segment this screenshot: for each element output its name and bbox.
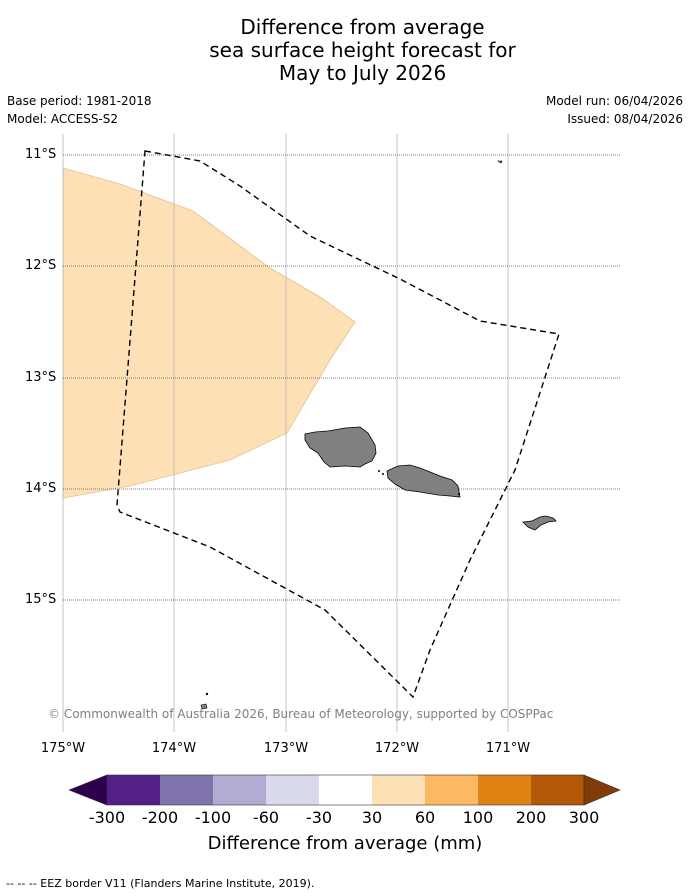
colorbar-tick-8: 100 bbox=[462, 808, 494, 827]
colorbar-bin-9 bbox=[531, 775, 584, 805]
colorbar-tick-3: -100 bbox=[194, 808, 232, 827]
colorbar-tick-2: -200 bbox=[141, 808, 179, 827]
lat-label-14s: 14°S bbox=[25, 481, 57, 496]
colorbar-bin-3 bbox=[213, 775, 266, 805]
colorbar-tick-1: -300 bbox=[88, 808, 126, 827]
colorbar-label: Difference from average (mm) bbox=[207, 833, 483, 854]
colorbar-tick-9: 200 bbox=[515, 808, 547, 827]
eez-border bbox=[116, 150, 560, 699]
islet-dot-2 bbox=[378, 470, 380, 472]
lat-label-13s: 13°S bbox=[25, 370, 57, 385]
colorbar-bin-8 bbox=[478, 775, 531, 805]
colorbar-tick-6: 30 bbox=[361, 808, 383, 827]
lat-label-11s: 11°S bbox=[25, 147, 57, 162]
upolu-island bbox=[386, 464, 461, 498]
lon-label-173w: 173°W bbox=[263, 741, 309, 756]
small-islet-north bbox=[497, 160, 503, 164]
savaii-island bbox=[304, 426, 377, 468]
colorbar-bin-1 bbox=[107, 775, 160, 805]
colorbar bbox=[68, 774, 621, 806]
lat-label-15s: 15°S bbox=[25, 592, 57, 607]
colorbar-extend-low bbox=[68, 774, 108, 806]
eez-legend-note: -- -- -- EEZ border V11 (Flanders Marine… bbox=[6, 877, 315, 890]
colorbar-tick-7: 60 bbox=[414, 808, 436, 827]
longitude-gridlines bbox=[62, 134, 509, 732]
issued-text: Issued: 08/04/2026 bbox=[567, 112, 683, 126]
colorbar-bin-6 bbox=[372, 775, 425, 805]
chart-title-line-3: May to July 2026 bbox=[278, 61, 447, 85]
tutuila-island bbox=[522, 515, 557, 531]
model-text: Model: ACCESS-S2 bbox=[7, 112, 119, 126]
colorbar-bin-2 bbox=[160, 775, 213, 805]
chart-title-line-2: sea surface height forecast for bbox=[209, 38, 516, 62]
lon-label-174w: 174°W bbox=[151, 741, 197, 756]
lon-label-172w: 172°W bbox=[374, 741, 420, 756]
islet-dot-3 bbox=[382, 473, 384, 475]
lon-label-171w: 171°W bbox=[485, 741, 531, 756]
model-run-text: Model run: 06/04/2026 bbox=[545, 94, 683, 108]
colorbar-bin-4 bbox=[266, 775, 319, 805]
colorbar-tick-5: -30 bbox=[305, 808, 333, 827]
colorbar-bin-7 bbox=[425, 775, 478, 805]
small-islet-south bbox=[200, 703, 208, 710]
colorbar-extend-high bbox=[583, 774, 621, 806]
latitude-gridlines bbox=[63, 154, 620, 601]
lon-label-175w: 175°W bbox=[40, 741, 86, 756]
colorbar-bin-5 bbox=[319, 775, 372, 805]
islet-dot-4 bbox=[458, 493, 460, 495]
base-period-text: Base period: 1981-2018 bbox=[7, 94, 152, 108]
anomaly-region-30-60 bbox=[62, 167, 356, 499]
copyright-notice: © Commonwealth of Australia 2026, Bureau… bbox=[48, 707, 554, 721]
lat-label-12s: 12°S bbox=[25, 258, 57, 273]
chart-title-line-1: Difference from average bbox=[240, 15, 485, 39]
colorbar-tick-4: -60 bbox=[252, 808, 280, 827]
colorbar-tick-10: 300 bbox=[568, 808, 600, 827]
islet-dot-1 bbox=[205, 692, 209, 696]
